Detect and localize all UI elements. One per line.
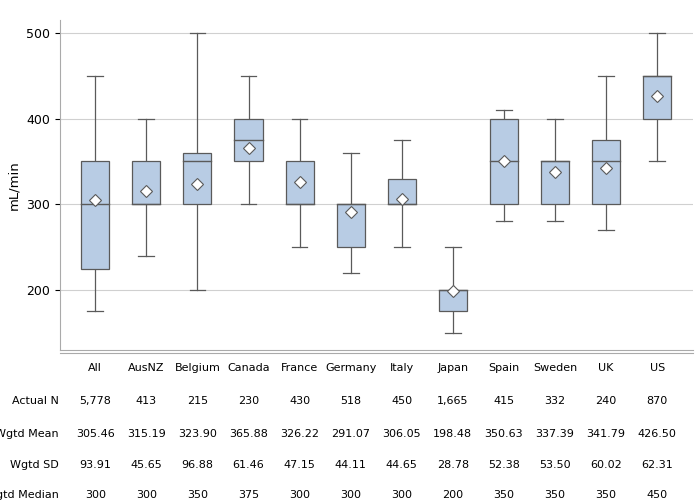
Text: 350: 350 [545, 490, 566, 500]
Text: 341.79: 341.79 [587, 429, 626, 439]
Text: 365.88: 365.88 [229, 429, 268, 439]
Text: 450: 450 [647, 490, 668, 500]
Text: 300: 300 [85, 490, 106, 500]
Text: UK: UK [598, 363, 614, 373]
Text: 200: 200 [442, 490, 463, 500]
Text: 337.39: 337.39 [536, 429, 575, 439]
Text: 518: 518 [340, 396, 361, 406]
Text: 332: 332 [545, 396, 566, 406]
Text: 61.46: 61.46 [232, 460, 265, 470]
Text: Germany: Germany [325, 363, 377, 373]
Text: 300: 300 [289, 490, 310, 500]
Text: Sweden: Sweden [533, 363, 578, 373]
Text: 45.65: 45.65 [130, 460, 162, 470]
Text: 326.22: 326.22 [280, 429, 319, 439]
Bar [490, 118, 518, 204]
Text: 305.46: 305.46 [76, 429, 115, 439]
Bar [541, 162, 569, 204]
Text: All: All [88, 363, 102, 373]
Y-axis label: mL/min: mL/min [7, 160, 20, 210]
Text: 413: 413 [136, 396, 157, 406]
Text: 47.15: 47.15 [284, 460, 316, 470]
Text: 96.88: 96.88 [181, 460, 214, 470]
Bar [183, 153, 211, 204]
Bar [286, 162, 314, 204]
Text: Wgtd Mean: Wgtd Mean [0, 429, 59, 439]
Text: 1,665: 1,665 [437, 396, 468, 406]
Bar [337, 204, 365, 247]
Bar [592, 140, 620, 204]
Text: 240: 240 [596, 396, 617, 406]
Text: 198.48: 198.48 [433, 429, 473, 439]
Text: AusNZ: AusNZ [128, 363, 164, 373]
Text: 44.11: 44.11 [335, 460, 367, 470]
Text: Belgium: Belgium [174, 363, 220, 373]
Text: 323.90: 323.90 [178, 429, 217, 439]
Text: 60.02: 60.02 [590, 460, 622, 470]
Text: 350: 350 [187, 490, 208, 500]
Text: Italy: Italy [390, 363, 414, 373]
Text: 415: 415 [494, 396, 514, 406]
Text: 5,778: 5,778 [79, 396, 111, 406]
Text: 306.05: 306.05 [382, 429, 421, 439]
Text: 230: 230 [238, 396, 259, 406]
Bar [439, 290, 467, 312]
Text: 291.07: 291.07 [331, 429, 370, 439]
Bar [234, 118, 262, 162]
Text: 300: 300 [340, 490, 361, 500]
Text: Japan: Japan [438, 363, 468, 373]
Text: 215: 215 [187, 396, 208, 406]
Text: 350: 350 [596, 490, 617, 500]
Text: Wgtd Median: Wgtd Median [0, 490, 59, 500]
Text: Wgtd SD: Wgtd SD [10, 460, 59, 470]
Bar [643, 76, 671, 118]
Text: 28.78: 28.78 [437, 460, 469, 470]
Bar [132, 162, 160, 204]
Text: 315.19: 315.19 [127, 429, 166, 439]
Text: 870: 870 [647, 396, 668, 406]
Text: Spain: Spain [489, 363, 519, 373]
Text: 350.63: 350.63 [484, 429, 524, 439]
Bar [388, 178, 416, 204]
Text: 300: 300 [391, 490, 412, 500]
Text: 52.38: 52.38 [488, 460, 520, 470]
Text: France: France [281, 363, 318, 373]
Text: 93.91: 93.91 [79, 460, 111, 470]
Text: US: US [650, 363, 665, 373]
Text: 375: 375 [238, 490, 259, 500]
Text: 300: 300 [136, 490, 157, 500]
Text: 426.50: 426.50 [638, 429, 677, 439]
Text: 450: 450 [391, 396, 412, 406]
Text: 350: 350 [494, 490, 514, 500]
Text: 62.31: 62.31 [641, 460, 673, 470]
Text: 430: 430 [289, 396, 310, 406]
Text: Actual N: Actual N [12, 396, 59, 406]
Text: 44.65: 44.65 [386, 460, 418, 470]
Text: 53.50: 53.50 [539, 460, 571, 470]
Text: Canada: Canada [228, 363, 270, 373]
Bar [81, 162, 109, 268]
